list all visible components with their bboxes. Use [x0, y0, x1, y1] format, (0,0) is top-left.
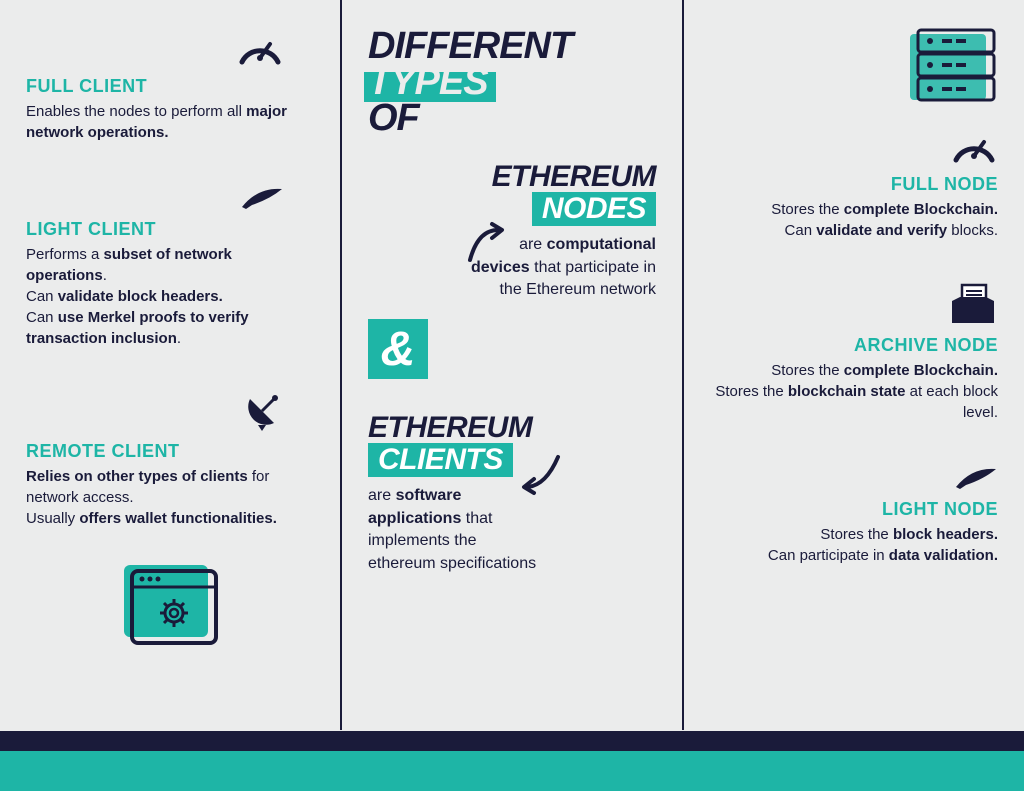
full-node-title: FULL NODE [710, 174, 998, 195]
feather-icon-wrap-right [710, 465, 998, 491]
archive-folder-icon [948, 283, 998, 327]
column-nodes: FULL NODE Stores the complete Blockchain… [684, 0, 1024, 730]
archive-node-title: ARCHIVE NODE [710, 335, 998, 356]
nodes-heading-block: ETHEREUM NODES are computational devices… [368, 162, 656, 301]
light-client-title: LIGHT CLIENT [26, 219, 314, 240]
full-client-title: FULL CLIENT [26, 76, 314, 97]
footer-teal-band [0, 751, 1024, 791]
gauge-icon-wrap [26, 28, 314, 68]
arrow-icon [518, 449, 568, 499]
ethereum-clients-heading: ETHEREUM CLIENTS [368, 413, 656, 477]
nodes-description: are computational devices that participa… [368, 234, 656, 301]
arrow-icon [458, 220, 508, 270]
gauge-icon [236, 28, 284, 68]
remote-client-body: Relies on other types of clients for net… [26, 466, 314, 529]
feather-icon-wrap [26, 185, 314, 211]
gauge-icon-wrap-right [710, 126, 998, 166]
light-client-block: LIGHT CLIENT Performs a subset of networ… [26, 219, 314, 349]
feather-icon [240, 185, 284, 211]
server-icon [908, 28, 998, 106]
full-client-body: Enables the nodes to perform all major n… [26, 101, 314, 143]
light-node-body: Stores the block headers. Can participat… [710, 524, 998, 566]
archive-node-block: ARCHIVE NODE Stores the complete Blockch… [710, 335, 998, 423]
light-node-block: LIGHT NODE Stores the block headers. Can… [710, 499, 998, 566]
ethereum-nodes-heading: ETHEREUM NODES [368, 162, 656, 226]
full-node-body: Stores the complete Blockchain. Can vali… [710, 199, 998, 241]
full-node-block: FULL NODE Stores the complete Blockchain… [710, 174, 998, 241]
archive-node-body: Stores the complete Blockchain. Stores t… [710, 360, 998, 423]
main-heading: DIFFERENT TYPES OF [368, 28, 656, 136]
clients-heading-block: ETHEREUM CLIENTS are software applicatio… [368, 413, 656, 575]
remote-client-title: REMOTE CLIENT [26, 441, 314, 462]
footer-dark-band [0, 731, 1024, 751]
browser-gear-icon [120, 561, 220, 651]
light-client-body: Performs a subset of network operations.… [26, 244, 314, 349]
remote-client-block: REMOTE CLIENT Relies on other types of c… [26, 441, 314, 529]
ampersand-badge: & [368, 319, 428, 379]
light-node-title: LIGHT NODE [710, 499, 998, 520]
satellite-icon-wrap [26, 391, 314, 433]
gear-window-icon-wrap [26, 561, 314, 651]
feather-icon [954, 465, 998, 491]
infographic-container: FULL CLIENT Enables the nodes to perform… [0, 0, 1024, 730]
column-clients: FULL CLIENT Enables the nodes to perform… [0, 0, 340, 730]
column-center: DIFFERENT TYPES OF ETHEREUM NODES are co… [340, 0, 684, 730]
gauge-icon [950, 126, 998, 166]
clients-description: are software applications that implement… [368, 485, 656, 575]
satellite-dish-icon [242, 391, 284, 433]
folder-icon-wrap [710, 283, 998, 327]
server-icon-wrap [710, 28, 998, 106]
full-client-block: FULL CLIENT Enables the nodes to perform… [26, 76, 314, 143]
